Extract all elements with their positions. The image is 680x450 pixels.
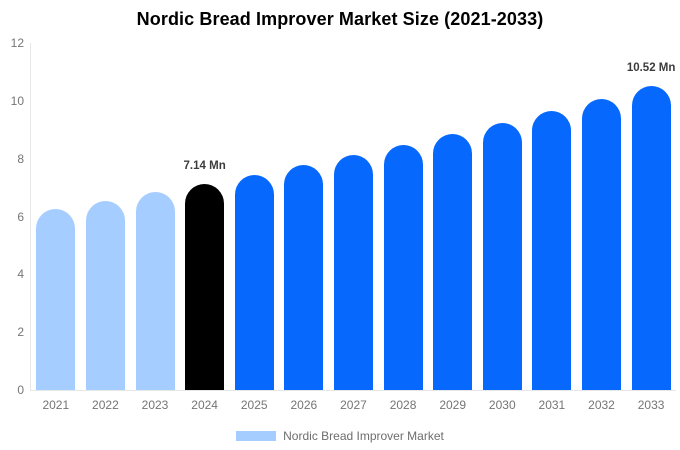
x-tick-label: 2026: [290, 398, 318, 412]
bar-2028[interactable]: [383, 144, 423, 390]
x-tick-label: 2033: [637, 398, 665, 412]
data-label-2033: 10.52 Mn: [626, 61, 676, 74]
bar-column-2022: 2022: [81, 43, 131, 412]
bar-column-2029: 2029: [428, 43, 478, 412]
bar-2027[interactable]: [333, 155, 373, 390]
bar-2021[interactable]: [36, 208, 76, 390]
bar-column-2025: 2025: [229, 43, 279, 412]
bar-column-2021: 2021: [31, 43, 81, 412]
bar-column-2028: 2028: [378, 43, 428, 412]
bar-column-2030: 2030: [477, 43, 527, 412]
bar-column-2032: 2032: [577, 43, 627, 412]
x-tick-label: 2021: [42, 398, 70, 412]
bar-column-2027: 2027: [329, 43, 379, 412]
bar-2024[interactable]: [185, 183, 225, 390]
bar-2031[interactable]: [532, 110, 572, 390]
y-tick-label: 0: [17, 383, 24, 397]
bar-column-2026: 2026: [279, 43, 329, 412]
bar-2030[interactable]: [482, 122, 522, 390]
x-tick-label: 2030: [488, 398, 516, 412]
legend[interactable]: Nordic Bread Improver Market: [0, 429, 680, 443]
bar-2032[interactable]: [582, 98, 621, 390]
legend-swatch-icon: [236, 431, 277, 441]
bar-2029[interactable]: [433, 134, 473, 390]
x-tick-label: 2024: [191, 398, 218, 412]
x-tick-label: 2028: [389, 398, 417, 412]
bar-column-2023: 2023: [130, 43, 180, 412]
bar-2026[interactable]: [284, 165, 324, 390]
bar-2022[interactable]: [85, 200, 125, 390]
bar-column-2024: 7.14 Mn 2024: [180, 43, 230, 412]
y-tick-label: 6: [17, 209, 24, 224]
bar-column-2031: 2031: [527, 43, 577, 412]
x-tick-label: 2027: [340, 398, 367, 412]
x-tick-label: 2029: [439, 398, 467, 412]
y-tick-label: 12: [10, 36, 24, 50]
bar-2023[interactable]: [135, 192, 175, 390]
y-tick-label: 8: [17, 151, 24, 166]
y-tick-label: 10: [10, 93, 24, 108]
bar-2025[interactable]: [234, 174, 274, 390]
x-tick-label: 2023: [141, 398, 169, 412]
x-tick-label: 2025: [240, 398, 268, 412]
legend-label: Nordic Bread Improver Market: [283, 429, 444, 443]
x-tick-label: 2022: [92, 398, 119, 412]
x-tick-label: 2031: [538, 398, 566, 412]
x-tick-label: 2032: [588, 398, 615, 412]
data-label-2024: 7.14 Mn: [183, 159, 226, 172]
y-tick-label: 2: [17, 325, 24, 340]
bar-2033[interactable]: [631, 85, 671, 390]
bar-column-2033: 10.52 Mn 2033: [626, 43, 676, 412]
y-tick-label: 4: [17, 267, 24, 282]
plot-area: 2021 2022 2023 7.14 Mn 2024 2025 2026 2027 2028 2…: [30, 43, 676, 412]
chart-title: Nordic Bread Improver Market Size (2021-…: [136, 9, 544, 29]
